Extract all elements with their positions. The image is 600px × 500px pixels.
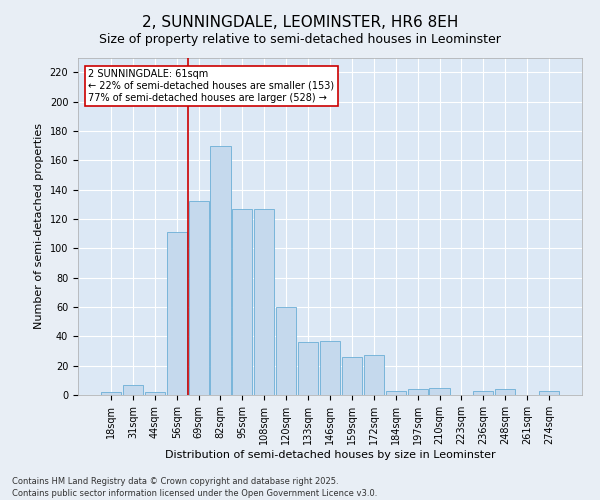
Bar <box>145 392 165 395</box>
Bar <box>495 389 515 395</box>
Y-axis label: Number of semi-detached properties: Number of semi-detached properties <box>34 123 44 329</box>
Bar <box>364 356 384 395</box>
Bar <box>276 307 296 395</box>
Bar <box>407 389 428 395</box>
Bar <box>232 208 253 395</box>
Bar <box>211 146 230 395</box>
Bar <box>254 208 274 395</box>
Bar <box>430 388 449 395</box>
X-axis label: Distribution of semi-detached houses by size in Leominster: Distribution of semi-detached houses by … <box>164 450 496 460</box>
Text: Size of property relative to semi-detached houses in Leominster: Size of property relative to semi-detach… <box>99 32 501 46</box>
Bar <box>342 357 362 395</box>
Text: 2 SUNNINGDALE: 61sqm
← 22% of semi-detached houses are smaller (153)
77% of semi: 2 SUNNINGDALE: 61sqm ← 22% of semi-detac… <box>88 70 334 102</box>
Bar <box>188 202 209 395</box>
Bar <box>473 390 493 395</box>
Text: Contains HM Land Registry data © Crown copyright and database right 2025.
Contai: Contains HM Land Registry data © Crown c… <box>12 476 377 498</box>
Bar <box>123 384 143 395</box>
Bar <box>167 232 187 395</box>
Bar <box>298 342 318 395</box>
Bar <box>101 392 121 395</box>
Bar <box>386 390 406 395</box>
Bar <box>539 390 559 395</box>
Text: 2, SUNNINGDALE, LEOMINSTER, HR6 8EH: 2, SUNNINGDALE, LEOMINSTER, HR6 8EH <box>142 15 458 30</box>
Bar <box>320 340 340 395</box>
